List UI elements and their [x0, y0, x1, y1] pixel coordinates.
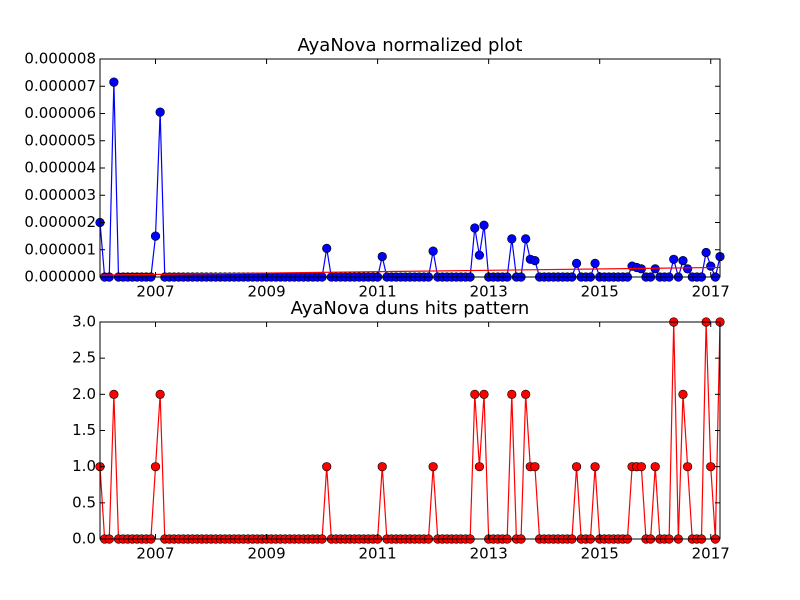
- data-point: [470, 223, 480, 233]
- y-tick-label: 0.000002: [24, 213, 96, 231]
- data-point: [479, 389, 489, 399]
- y-tick-label: 0.000008: [24, 50, 96, 68]
- x-tick-label: 2011: [359, 283, 397, 301]
- data-point: [479, 220, 489, 230]
- x-tick-label: 2007: [136, 283, 174, 301]
- y-tick-label: 0.5: [72, 493, 96, 511]
- y-tick-label: 0.000005: [24, 131, 96, 149]
- data-point: [530, 256, 540, 266]
- data-point: [470, 389, 480, 399]
- x-tick-label: 2013: [470, 545, 508, 563]
- data-point: [590, 462, 600, 472]
- chart-title: AyaNova normalized plot: [298, 35, 523, 56]
- y-tick-label: 0.0: [72, 530, 96, 548]
- series-line: [99, 266, 721, 276]
- data-point: [571, 462, 582, 472]
- data-point: [507, 389, 517, 399]
- x-tick-label: 2009: [247, 545, 285, 563]
- data-point: [474, 250, 485, 260]
- data-point: [474, 462, 485, 472]
- plot-area: [100, 322, 720, 539]
- data-point: [590, 258, 600, 268]
- x-tick-label: 2007: [136, 545, 174, 563]
- x-tick-label: 2015: [581, 545, 619, 563]
- y-tick-label: 2.5: [72, 349, 96, 367]
- x-tick-label: 2013: [470, 283, 508, 301]
- x-tick-label: 2015: [581, 283, 619, 301]
- data-point: [678, 256, 688, 266]
- y-tick-label: 0.000000: [24, 268, 96, 286]
- y-tick-label: 0.000006: [24, 104, 96, 122]
- data-point: [706, 462, 716, 472]
- y-tick-label: 0.000007: [24, 77, 96, 95]
- data-point: [571, 258, 582, 268]
- data-point: [530, 462, 540, 472]
- x-tick-label: 2017: [692, 283, 730, 301]
- data-point: [428, 246, 438, 256]
- data-point: [155, 389, 165, 399]
- data-point: [669, 254, 679, 264]
- data-point: [678, 389, 688, 399]
- data-point: [377, 462, 387, 472]
- plot-area: [100, 59, 720, 277]
- y-tick-label: 0.000001: [24, 240, 96, 258]
- data-point: [109, 77, 119, 87]
- x-tick-label: 2009: [247, 283, 285, 301]
- data-point: [322, 243, 332, 253]
- data-point: [155, 107, 165, 117]
- y-tick-label: 0.000003: [24, 186, 96, 204]
- x-tick-label: 2011: [359, 545, 397, 563]
- data-point: [521, 389, 531, 399]
- data-point: [706, 261, 716, 271]
- y-tick-label: 1.0: [72, 457, 96, 475]
- data-point: [428, 462, 438, 472]
- data-point: [683, 264, 693, 274]
- data-point: [109, 389, 119, 399]
- data-point: [150, 231, 161, 241]
- data-point: [683, 462, 693, 472]
- data-point: [322, 462, 332, 472]
- data-point: [150, 462, 161, 472]
- y-tick-label: 0.000004: [24, 159, 96, 177]
- data-point: [377, 251, 387, 262]
- data-point: [636, 462, 646, 472]
- y-tick-label: 3.0: [72, 313, 96, 331]
- data-point: [701, 247, 711, 258]
- y-tick-label: 2.0: [72, 385, 96, 403]
- data-point: [650, 462, 660, 472]
- chart-title: AyaNova duns hits pattern: [291, 298, 530, 319]
- y-tick-label: 1.5: [72, 421, 96, 439]
- data-point: [521, 234, 531, 244]
- x-tick-label: 2017: [692, 545, 730, 563]
- data-point: [507, 234, 517, 244]
